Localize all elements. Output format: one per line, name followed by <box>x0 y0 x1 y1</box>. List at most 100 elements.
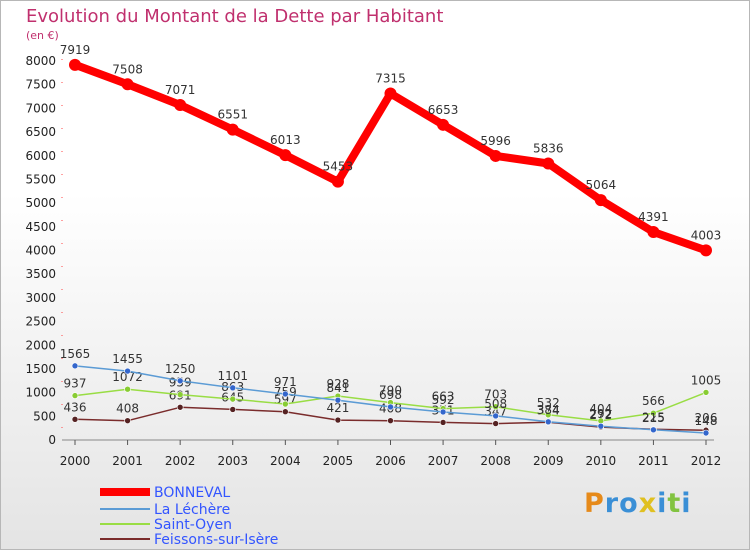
data-label: 7071 <box>165 83 196 97</box>
data-label: 206 <box>695 411 718 425</box>
legend-label: Saint-Oyen <box>154 517 232 533</box>
data-label: 592 <box>432 393 455 407</box>
y-tick-label: 1000 <box>25 386 56 400</box>
data-point <box>124 367 131 375</box>
legend-label: La Léchère <box>154 502 230 518</box>
proxiti-logo: Proxiti <box>584 488 692 519</box>
data-point <box>542 157 555 170</box>
y-tick-label: 8000 <box>25 54 56 68</box>
series-0: 7919 7508 7071 6551 6013 5453 7315 6653 5996 5836… <box>60 43 722 257</box>
y-tick-label: 5500 <box>25 172 56 186</box>
y-tick-label: 2000 <box>25 338 56 352</box>
x-tick-label: 2011 <box>638 454 669 468</box>
data-point <box>492 412 499 420</box>
x-tick-label: 2006 <box>375 454 406 468</box>
data-label: 971 <box>274 375 297 389</box>
data-point <box>71 392 79 399</box>
data-label: 6551 <box>217 108 248 122</box>
y-tick-label: 3000 <box>25 291 56 305</box>
data-label: 148 <box>695 414 718 428</box>
chart-title: Evolution du Montant de la Dette par Hab… <box>26 6 443 27</box>
y-tick-label: 7000 <box>25 101 56 115</box>
data-point <box>544 418 552 426</box>
data-point <box>282 408 289 416</box>
data-label: 928 <box>326 377 349 391</box>
data-point <box>282 390 289 398</box>
data-point <box>282 400 289 408</box>
data-label: 4391 <box>638 210 669 224</box>
data-label: 5064 <box>586 178 617 192</box>
data-label: 703 <box>484 388 507 402</box>
data-label: 384 <box>537 403 560 417</box>
data-label: 1565 <box>60 347 91 361</box>
data-point <box>334 396 342 404</box>
data-label: 1005 <box>691 373 722 387</box>
x-tick-label: 2010 <box>586 454 617 468</box>
y-tick-label: 4000 <box>25 244 56 258</box>
legend-label: BONNEVAL <box>154 485 230 501</box>
data-label: 421 <box>326 401 349 415</box>
data-point <box>594 194 607 207</box>
y-tick-label: 4500 <box>25 220 56 234</box>
data-label: 215 <box>642 411 665 425</box>
x-tick-label: 2002 <box>165 454 196 468</box>
data-point <box>387 417 394 424</box>
data-label: 5453 <box>323 160 354 174</box>
y-unit-label: (en €) <box>26 29 59 42</box>
data-point <box>702 389 710 396</box>
series-1: 1565 1455 1250 1101 971 841 698 592 508 384 292 215… <box>60 347 718 437</box>
data-label: 5996 <box>480 134 511 148</box>
data-point <box>176 377 184 385</box>
data-point <box>489 149 502 162</box>
legend-label: Feissons-sur-Isère <box>154 532 278 548</box>
data-point <box>597 422 605 430</box>
data-label: 937 <box>64 377 87 391</box>
x-tick-label: 2008 <box>480 454 511 468</box>
data-label: 566 <box>642 394 665 408</box>
data-point <box>650 409 657 417</box>
data-point <box>334 416 342 424</box>
data-point <box>229 406 237 413</box>
data-label: 1101 <box>217 369 248 383</box>
x-tick-label: 2000 <box>60 454 91 468</box>
data-label: 663 <box>432 390 455 404</box>
data-label: 1250 <box>165 362 196 376</box>
data-label: 272 <box>589 408 612 422</box>
y-tick-label: 2500 <box>25 315 56 329</box>
data-label: 1455 <box>112 352 143 366</box>
data-point <box>124 385 131 393</box>
data-label: 404 <box>589 402 612 416</box>
x-tick-label: 2012 <box>691 454 722 468</box>
data-label: 7315 <box>375 71 406 85</box>
data-label: 6653 <box>428 103 459 117</box>
legend-item: La Léchère <box>100 502 230 518</box>
data-label: 4003 <box>691 228 722 242</box>
y-tick-label: 5000 <box>25 196 56 210</box>
data-point <box>229 395 237 403</box>
data-point <box>387 403 394 411</box>
data-point <box>647 225 660 238</box>
data-point <box>71 362 79 370</box>
axes: 0 500 1000 1500 2000 2500 3000 3500 4000 4500 5000… <box>25 54 721 468</box>
x-tick-label: 2004 <box>270 454 301 468</box>
data-point <box>492 403 499 410</box>
data-point <box>439 408 447 416</box>
data-point <box>121 78 134 91</box>
data-point <box>439 419 447 426</box>
data-label: 1072 <box>112 370 143 384</box>
y-tick-label: 500 <box>33 409 56 423</box>
y-tick-label: 0 <box>48 433 56 447</box>
x-tick-label: 2005 <box>323 454 354 468</box>
data-point <box>700 244 712 257</box>
data-point <box>492 420 499 427</box>
data-point <box>650 426 657 434</box>
data-label: 841 <box>326 381 349 395</box>
data-point <box>229 384 237 392</box>
y-tick-label: 6500 <box>25 125 56 139</box>
data-label: 436 <box>64 400 87 414</box>
legend-item: Feissons-sur-Isère <box>100 532 278 548</box>
data-point <box>124 417 131 424</box>
